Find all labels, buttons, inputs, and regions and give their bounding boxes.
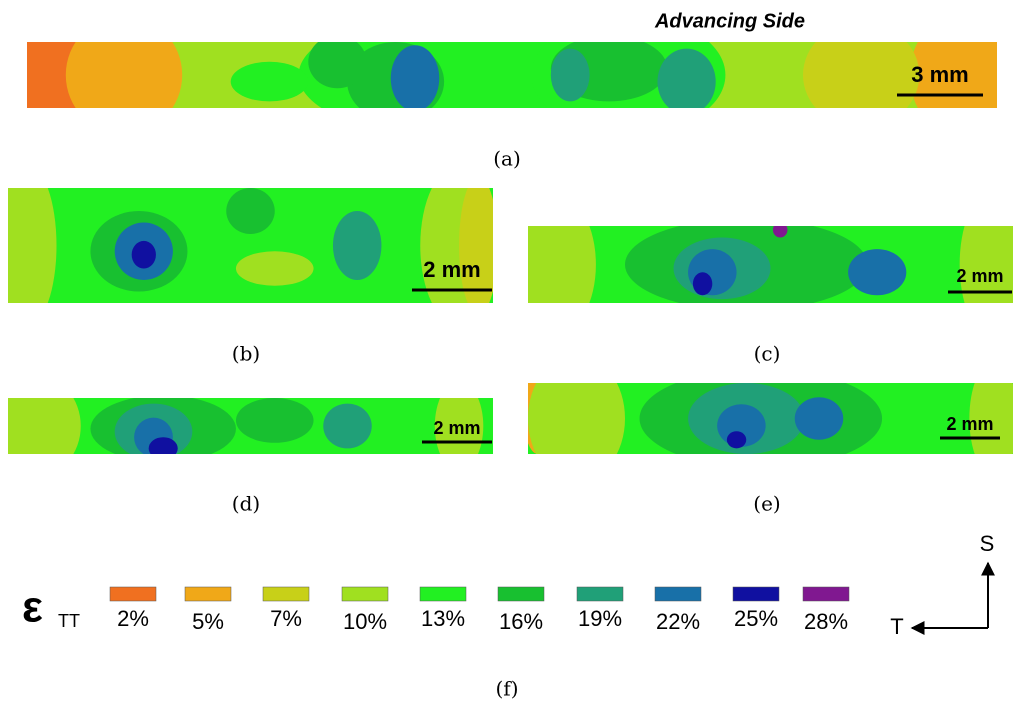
strain-region [235, 251, 314, 286]
strain-region [8, 398, 81, 454]
legend-label: 13% [421, 606, 465, 631]
strain-region [692, 272, 713, 296]
legend-label: 10% [343, 609, 387, 634]
legend-swatch [654, 586, 702, 602]
figure-title: Advancing Side [654, 10, 805, 32]
strain-region [803, 42, 920, 108]
strain-region [959, 226, 1013, 303]
scale-bar-label: 2 mm [956, 266, 1003, 286]
strain-map [528, 383, 1013, 454]
strain-region [235, 398, 314, 443]
strain-map [528, 226, 1013, 303]
panel-caption: (d) [232, 492, 260, 516]
scale-bar-label: 3 mm [911, 62, 968, 87]
legend-swatch [497, 586, 545, 602]
strain-map [8, 188, 493, 303]
strain-region [726, 431, 747, 449]
strain-region [528, 383, 625, 454]
legend-label: 28% [804, 609, 848, 634]
legend-label: 7% [270, 606, 302, 631]
strain-map [27, 42, 997, 108]
legend-swatch [576, 586, 624, 602]
strain-region [434, 398, 484, 454]
strain-region [848, 249, 907, 296]
legend-label: 19% [578, 606, 622, 631]
panel-caption: (c) [754, 342, 781, 366]
strain-region [230, 61, 309, 102]
axes-indicator: S T [890, 531, 995, 639]
strain-region [528, 226, 596, 303]
legend-symbol: ε TT [22, 583, 80, 632]
legend-swatch [732, 586, 780, 602]
legend-swatch [341, 586, 389, 602]
legend-subscript: TT [58, 611, 80, 631]
strain-region [772, 226, 788, 238]
strain-region [657, 48, 716, 108]
strain-region [550, 48, 590, 102]
strain-region [332, 211, 382, 280]
s-label: S [980, 531, 995, 556]
strain-region [909, 42, 997, 108]
strain-region [131, 240, 156, 269]
strain-region [308, 42, 367, 89]
strain-map [8, 398, 493, 454]
scale-bar-label: 2 mm [946, 414, 993, 434]
panel-caption: (b) [232, 342, 260, 366]
legend-label: 2% [117, 606, 149, 631]
legend: 2% 5% 7% 10% 13% 16% 19% 22% 25% 28% [109, 586, 850, 634]
legend-label: 16% [499, 609, 543, 634]
legend-swatch [262, 586, 310, 602]
strain-region [148, 437, 178, 454]
panel-caption: (a) [493, 147, 521, 171]
strain-region [65, 42, 183, 108]
strain-region [794, 397, 844, 440]
scale-bar-label: 2 mm [433, 418, 480, 438]
strain-region [8, 188, 57, 303]
legend-label: 25% [734, 606, 778, 631]
strain-region [226, 188, 275, 234]
legend-epsilon: ε [22, 583, 43, 632]
panel-caption: (e) [753, 492, 780, 516]
caption: (f) [495, 677, 518, 701]
strain-region [459, 188, 493, 303]
legend-swatch [184, 586, 232, 602]
scale-bar-label: 2 mm [423, 257, 480, 282]
legend-label: 5% [192, 609, 224, 634]
legend-swatch [419, 586, 467, 602]
t-label: T [890, 614, 903, 639]
strain-region [390, 45, 440, 108]
legend-swatch [802, 586, 850, 602]
strain-region [323, 403, 372, 449]
legend-swatch [109, 586, 157, 602]
strain-region [969, 383, 1013, 454]
strain-maps [8, 42, 1013, 454]
legend-label: 22% [656, 609, 700, 634]
